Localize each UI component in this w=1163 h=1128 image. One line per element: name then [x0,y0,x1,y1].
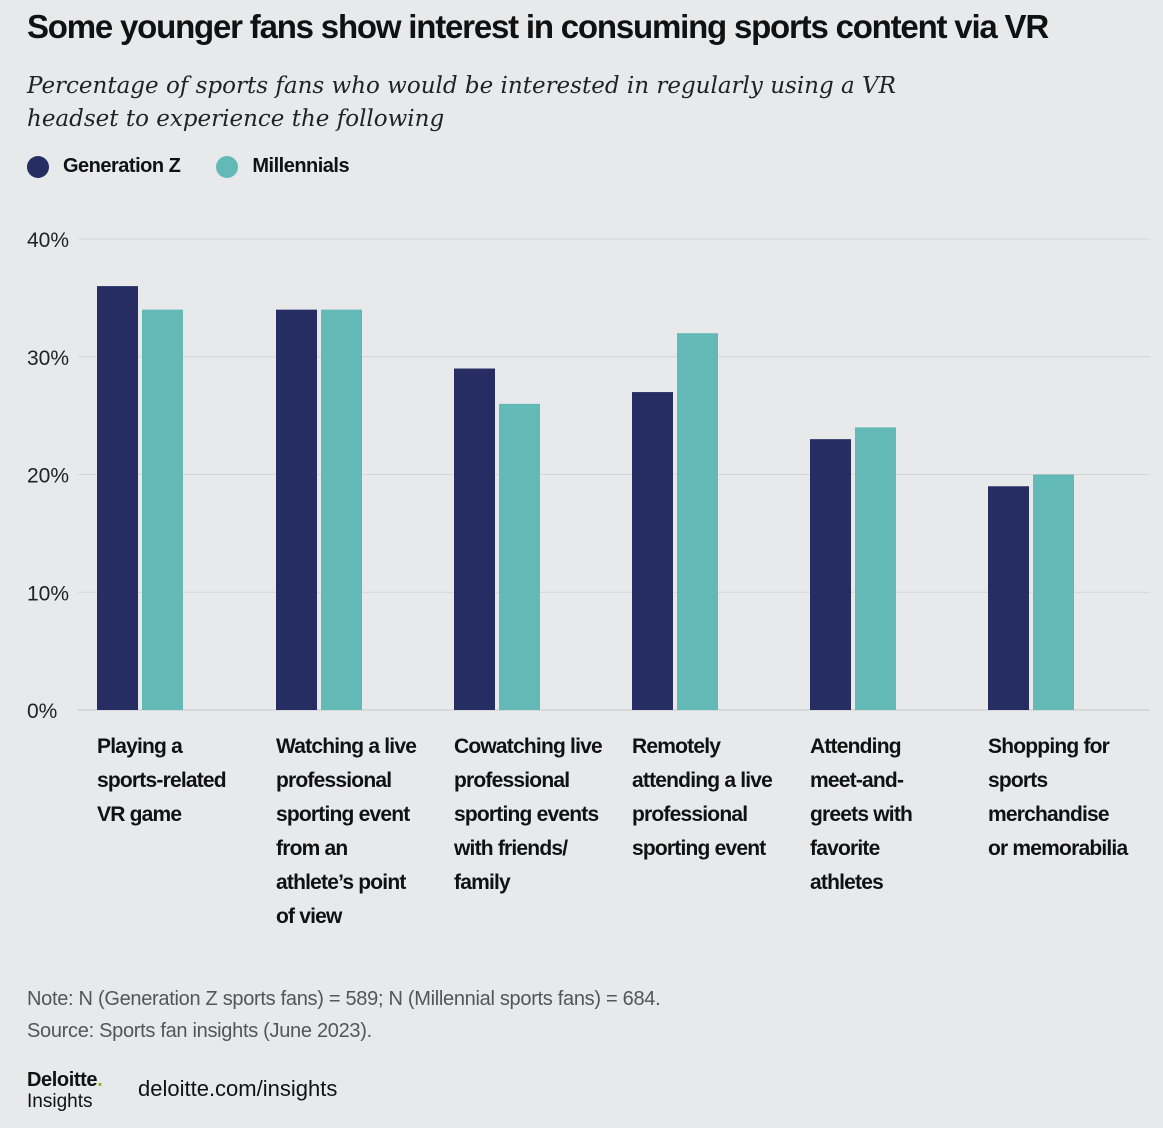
bar-generation-z [97,286,138,710]
bar-generation-z [276,309,317,710]
bar-generation-z [988,486,1029,710]
legend-label-generation-z: Generation Z [63,155,181,177]
brand-url[interactable]: deloitte.com/insights [138,1076,338,1101]
bar-millennials [855,427,896,710]
x-category-label-line: favorite [810,837,880,860]
x-category-label-line: professional [632,803,748,826]
legend-swatch-millennials [216,155,239,178]
chart-title: Some younger fans show interest in consu… [27,8,1049,45]
x-category-label-line: greets with [810,803,913,826]
x-category-label-line: from an [276,837,348,860]
bar-generation-z [632,392,673,710]
x-category-label-line: with friends/ [454,837,568,860]
deloitte-logo: Deloitte. Insights [27,1070,103,1112]
brand-name: Deloitte [27,1069,98,1091]
x-category-label-line: attending a live [632,769,773,792]
bar-millennials [142,309,183,710]
x-category-label-line: Watching a live [276,735,417,758]
x-category-label: Remotely attending a live professional spor… [632,730,773,866]
x-category-label-line: sporting event [632,837,766,860]
x-category-label-line: sporting event [276,803,410,826]
y-tick-label: 20% [27,465,69,488]
x-category-label-line: of view [276,905,342,928]
brand-dot: . [97,1069,103,1091]
x-category-label-line: Playing a [97,735,183,758]
brand-sub: Insights [27,1091,93,1112]
source-text: Source: Sports fan insights (June 2023). [27,1020,372,1042]
y-tick-label: 40% [27,229,69,252]
bar-millennials [1033,474,1074,710]
bar-millennials [321,309,362,710]
x-category-label-line: athlete’s point [276,871,406,894]
x-category-label-line: professional [276,769,392,792]
bar-chart: 0% 10% 20% 30% 40% [27,229,1150,723]
x-category-label: Watching a live professional sporting even… [276,730,417,934]
y-tick-label: 10% [27,582,69,605]
bar-millennials [677,333,718,710]
x-category-label-line: merchandise [988,803,1110,826]
x-category-label-line: Cowatching live [454,735,603,758]
y-tick-label: 0% [27,700,57,723]
legend-swatch-generation-z [27,155,49,178]
y-tick-label: 30% [27,347,69,370]
legend: Generation Z Millennials [27,155,385,178]
x-category-label: Attending meet-and-greets with favorite ath… [810,730,913,900]
x-category-label-line: Shopping for [988,735,1110,758]
chart-subtitle: Percentage of sports fans who would be i… [27,73,896,132]
x-category-label-line: family [454,871,511,894]
x-category-label-line: sporting events [454,803,599,826]
x-category-label-line: VR game [97,803,182,826]
legend-label-millennials: Millennials [252,155,350,177]
x-category-label-line: sports-related [97,769,227,792]
x-category-label: Shopping for sports merchandise or memorabi… [988,730,1128,866]
legend-item-generation-z: Generation Z [27,155,181,178]
bar-generation-z [810,439,851,710]
x-category-label: Cowatching live professional sporting even… [454,730,603,900]
x-category-label-line: Attending [810,735,902,758]
footnotes: Note: N (Generation Z sports fans) = 589… [27,983,661,1047]
bar-generation-z [454,368,495,710]
bar-millennials [499,403,540,710]
legend-item-millennials: Millennials [216,155,350,178]
x-category-label-line: or memorabilia [988,837,1128,860]
note-text: Note: N (Generation Z sports fans) = 589… [27,988,661,1010]
x-category-label-line: sports [988,769,1048,792]
x-category-label: Playing a sports-related VR game [97,730,227,832]
x-category-label-line: Remotely [632,735,721,758]
x-category-label-line: professional [454,769,570,792]
x-category-label-line: athletes [810,871,884,894]
x-category-label-line: meet-and- [810,769,904,792]
